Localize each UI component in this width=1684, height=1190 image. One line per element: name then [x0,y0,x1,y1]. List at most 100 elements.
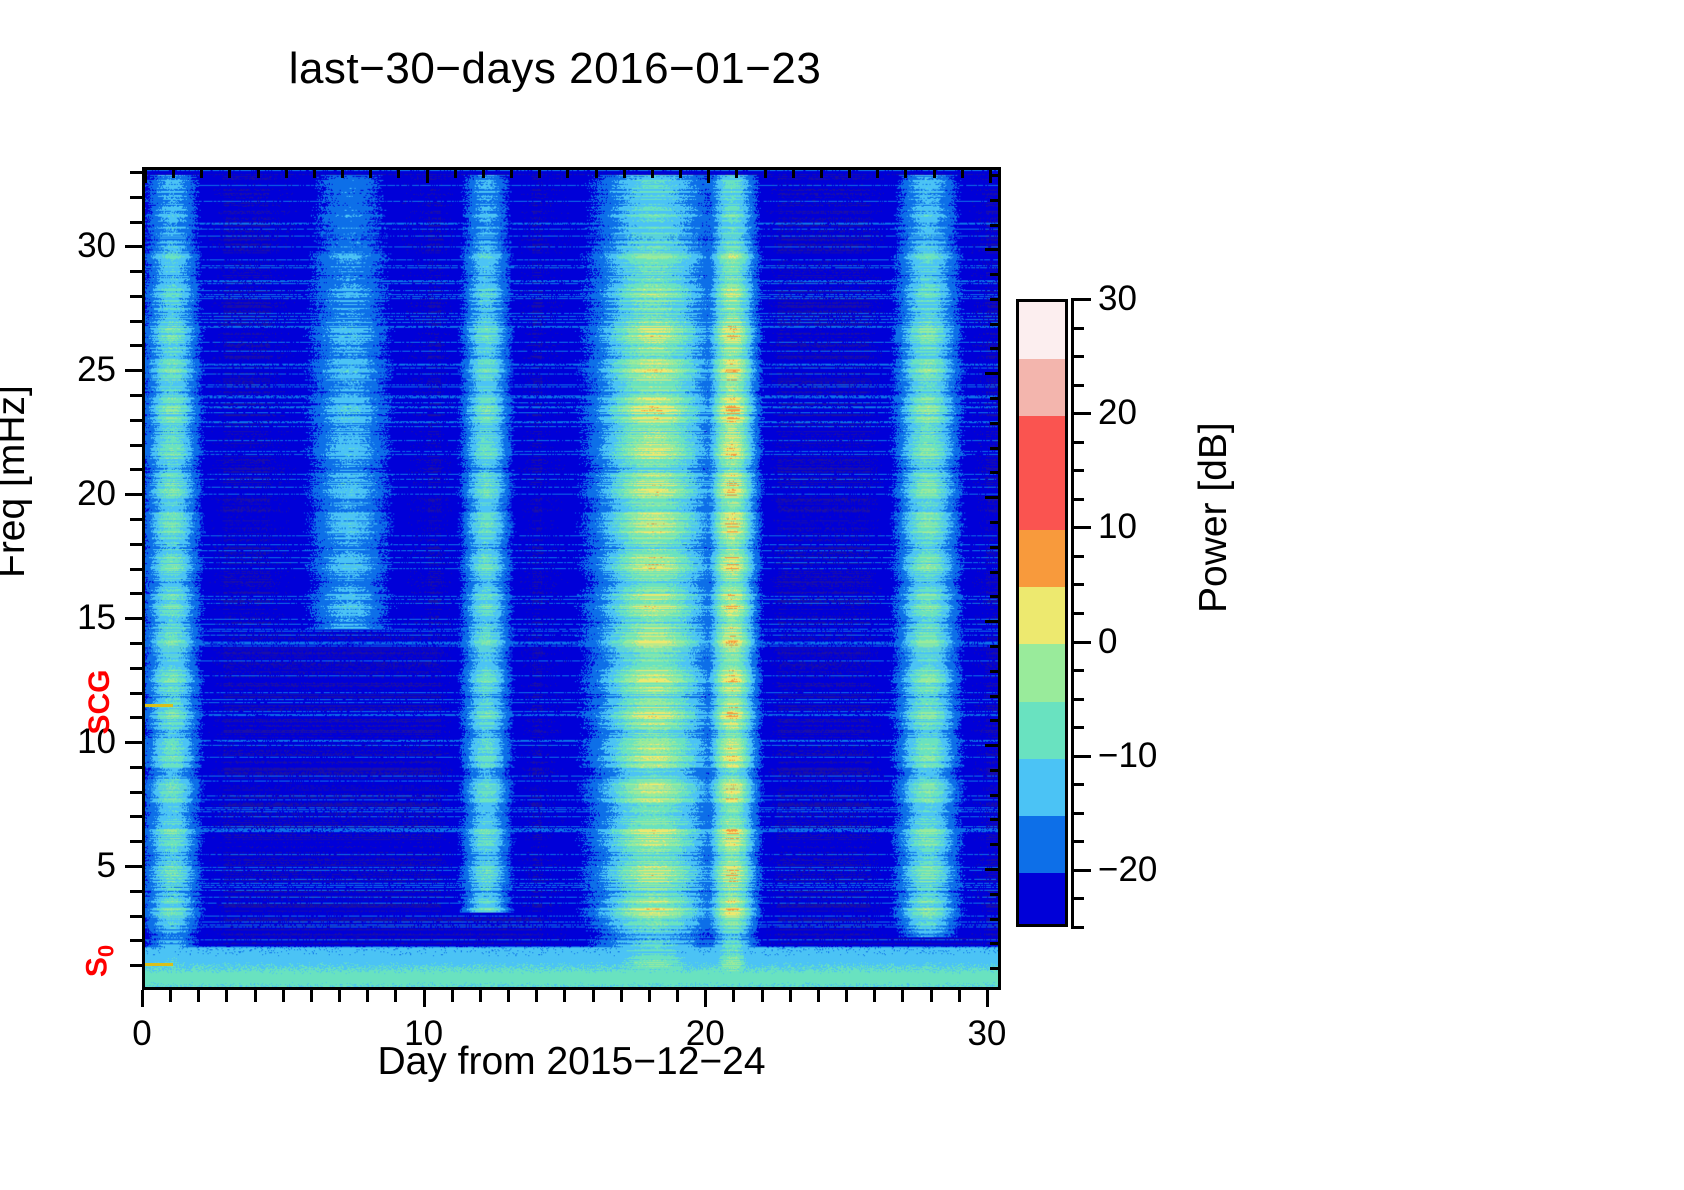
x-tick [619,990,623,1002]
y-tick-right [990,793,998,797]
y-tick [130,220,142,224]
x-tick-top [679,170,683,178]
colorbar-tick [1071,840,1084,844]
x-tick [845,990,849,1002]
y-tick [130,592,142,596]
colorbar [1016,299,1068,927]
colorbar-tick [1071,669,1084,673]
y-tick-right [990,644,998,648]
y-tick-right [990,669,998,673]
colorbar-tick [1071,697,1084,701]
x-tick-label: 10 [404,1014,444,1053]
x-tick-top [960,170,964,178]
x-tick-top [228,170,232,178]
y-tick-right [990,521,998,524]
x-tick-top [397,170,401,178]
colorbar-tick [1071,926,1084,929]
y-tick-right [990,397,998,401]
x-tick-top [594,170,598,178]
y-tick-right [990,223,998,227]
x-tick-top [848,170,852,178]
y-tick-label: 30 [77,226,116,266]
y-tick [125,865,142,869]
y-tick [130,294,142,298]
colorbar-band [1019,302,1065,360]
colorbar-tick [1071,783,1084,787]
x-axis-title: Day from 2015−12−24 [377,1040,766,1083]
x-tick-top [200,170,204,178]
mode-marker-s0 [145,963,173,967]
y-tick [125,493,142,497]
y-tick [130,765,142,769]
x-tick-top [256,170,260,178]
y-tick [130,418,142,422]
y-tick-right [990,967,998,971]
y-tick [130,790,142,794]
x-tick-top [819,170,823,178]
x-tick-top [369,170,373,178]
y-tick-right [990,347,998,351]
x-tick-top [763,170,767,178]
y-tick-label: 20 [77,474,116,514]
x-tick [422,990,426,1007]
colorbar-tick-label: 20 [1098,393,1137,433]
y-tick [130,195,142,199]
x-tick [647,990,651,1002]
x-tick-top [932,170,936,178]
colorbar-tick [1071,355,1084,359]
x-tick [591,990,595,1002]
x-tick [732,990,736,1002]
y-tick-label: 15 [77,598,116,638]
colorbar-tick [1071,440,1084,444]
y-tick [125,245,142,249]
spectrogram-plot-area[interactable] [142,167,1001,990]
colorbar-tick [1071,811,1084,815]
colorbar-band [1019,587,1065,645]
mode-label-s0: S0 [80,945,119,978]
y-tick-right [990,942,998,946]
y-tick [130,319,142,323]
y-tick [130,939,142,943]
mode-label-scg: SCG [83,669,116,735]
colorbar-band [1019,701,1065,759]
y-tick-right [990,719,998,723]
x-tick-top [481,170,485,178]
y-tick-label: 10 [77,722,116,762]
colorbar-tick [1071,868,1091,872]
y-tick [125,741,142,745]
y-tick [130,394,142,398]
y-tick [130,691,142,695]
colorbar-tick-label: 10 [1098,507,1137,547]
colorbar-band [1019,872,1065,924]
x-tick-top [312,170,316,178]
y-tick-right [985,248,998,252]
y-tick [130,840,142,844]
colorbar-tick [1071,469,1084,473]
y-tick-right [985,744,998,748]
x-tick-top [707,170,711,183]
y-tick [130,468,142,472]
y-tick-right [985,620,998,624]
y-tick [125,617,142,621]
y-tick-right [985,496,998,500]
y-tick-right [990,595,998,599]
y-tick [130,815,142,819]
colorbar-band [1019,758,1065,816]
colorbar-tick [1071,583,1084,587]
x-tick-top [650,170,654,178]
y-tick [130,964,142,968]
colorbar-tick [1071,726,1084,730]
x-tick-top [735,170,739,178]
y-tick-right [990,421,998,425]
colorbar-tick [1071,326,1084,330]
x-tick [281,990,285,1002]
y-tick-right [990,570,998,574]
colorbar-tick-label: 30 [1098,279,1137,318]
colorbar-band [1019,644,1065,702]
y-tick [130,889,142,893]
x-tick [507,990,511,1002]
x-tick-top [791,170,795,178]
y-tick-right [990,892,998,896]
x-tick-top [622,170,626,178]
